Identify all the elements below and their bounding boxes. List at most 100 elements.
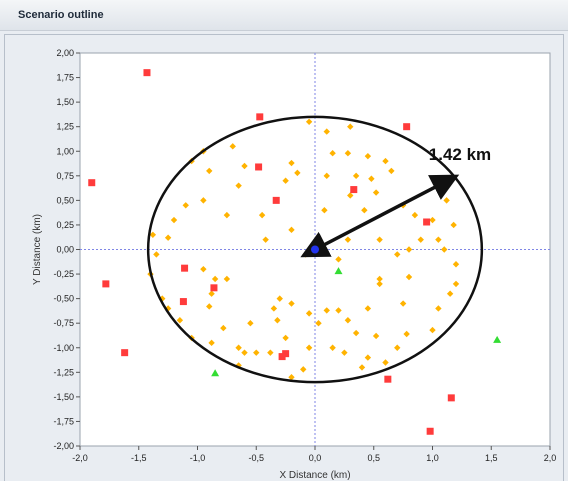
orange-diamond-point [247, 319, 254, 327]
orange-diamond-point [229, 143, 236, 150]
orange-diamond-point [288, 374, 295, 381]
orange-diamond-point [253, 349, 260, 356]
red-square-point [447, 394, 455, 402]
y-tick-label: -0,50 [53, 294, 74, 304]
red-square-point [181, 264, 189, 272]
orange-diamond-point [323, 307, 330, 314]
orange-diamond-point [235, 362, 242, 369]
orange-diamond-point [435, 305, 442, 312]
red-square-point [121, 349, 129, 357]
orange-diamond-point [372, 332, 380, 340]
y-tick-label: 0,25 [56, 220, 74, 230]
orange-diamond-point [200, 265, 207, 273]
orange-diamond-point [300, 366, 307, 373]
red-square-point [350, 186, 358, 194]
orange-diamond-point [294, 169, 301, 177]
orange-diamond-point [347, 123, 354, 130]
orange-diamond-point [282, 177, 289, 184]
blue-origin-point [311, 245, 319, 254]
orange-diamond-point [452, 261, 460, 268]
orange-diamond-point [235, 344, 242, 351]
orange-diamond-point [344, 150, 352, 157]
green-triangle-point [334, 267, 343, 275]
y-tick-label: 1,00 [56, 146, 74, 156]
orange-diamond-point [208, 290, 215, 297]
orange-diamond-point [241, 162, 248, 170]
green-triangle-point [493, 335, 502, 343]
orange-diamond-point [358, 364, 366, 371]
y-tick-label: -0,75 [53, 318, 74, 328]
orange-diamond-point [364, 152, 372, 160]
orange-diamond-point [315, 319, 322, 327]
red-square-point [278, 353, 286, 361]
red-square-point [282, 350, 290, 358]
orange-diamond-point [335, 256, 342, 263]
orange-diamond-point [235, 182, 242, 189]
x-tick-label: 0,5 [367, 453, 380, 463]
panel-title-bar: Scenario outline [0, 0, 568, 31]
orange-diamond-point [376, 275, 383, 283]
orange-diamond-point [211, 275, 219, 283]
orange-diamond-point [206, 167, 213, 175]
orange-diamond-point [405, 273, 413, 281]
orange-diamond-point [262, 236, 269, 243]
orange-diamond-point [335, 307, 342, 314]
y-tick-label: 0,75 [56, 171, 74, 181]
orange-diamond-point [288, 226, 295, 234]
orange-diamond-point [288, 159, 295, 167]
x-tick-label: 1,0 [426, 453, 439, 463]
orange-diamond-point [206, 303, 213, 310]
red-square-point [272, 196, 280, 204]
red-square-point [403, 123, 411, 131]
red-square-point [255, 163, 263, 171]
orange-diamond-point [220, 324, 227, 332]
orange-diamond-point [182, 202, 189, 209]
red-square-point [256, 113, 264, 121]
orange-diamond-point [364, 305, 372, 312]
orange-diamond-point [159, 295, 166, 302]
x-tick-label: 2,0 [544, 453, 557, 463]
orange-diamond-point [429, 326, 436, 334]
x-tick-label: -0,5 [248, 453, 264, 463]
radius-arrow [300, 174, 460, 258]
orange-diamond-point [341, 349, 348, 356]
y-axis-title: Y Distance (km) [32, 214, 43, 285]
x-axis-title: X Distance (km) [279, 470, 350, 481]
orange-diamond-point [208, 339, 215, 347]
orange-diamond-point [446, 290, 454, 297]
orange-diamond-point [344, 317, 352, 324]
radius-label: 1.42 km [429, 145, 491, 164]
orange-diamond-point [200, 197, 207, 204]
orange-diamond-point [176, 317, 184, 324]
orange-diamond-point [282, 334, 289, 342]
orange-diamond-point [382, 359, 389, 366]
panel-title: Scenario outline [18, 9, 104, 21]
x-tick-label: -2,0 [72, 453, 88, 463]
orange-diamond-point [170, 216, 178, 224]
red-square-point [88, 179, 96, 187]
orange-diamond-point [376, 280, 383, 288]
y-tick-label: -0,25 [53, 269, 74, 279]
orange-diamond-point [382, 157, 389, 165]
orange-diamond-point [288, 300, 295, 307]
y-tick-label: 1,25 [56, 122, 74, 132]
x-tick-label: 0,0 [309, 453, 322, 463]
red-square-point [143, 69, 151, 77]
orange-diamond-point [241, 349, 248, 356]
orange-diamond-point [329, 344, 336, 351]
orange-diamond-point [153, 251, 160, 258]
red-square-point [179, 298, 187, 306]
orange-diamond-point [388, 167, 395, 175]
x-tick-label: -1,0 [190, 453, 206, 463]
orange-diamond-point [164, 234, 172, 241]
orange-diamond-point [399, 300, 407, 307]
orange-diamond-point [305, 118, 313, 125]
orange-diamond-point [274, 317, 281, 324]
orange-diamond-point [305, 310, 313, 317]
orange-diamond-point [149, 231, 157, 238]
y-tick-label: -1,50 [53, 392, 74, 402]
green-triangle-point [211, 369, 220, 377]
y-tick-label: 1,50 [56, 97, 74, 107]
